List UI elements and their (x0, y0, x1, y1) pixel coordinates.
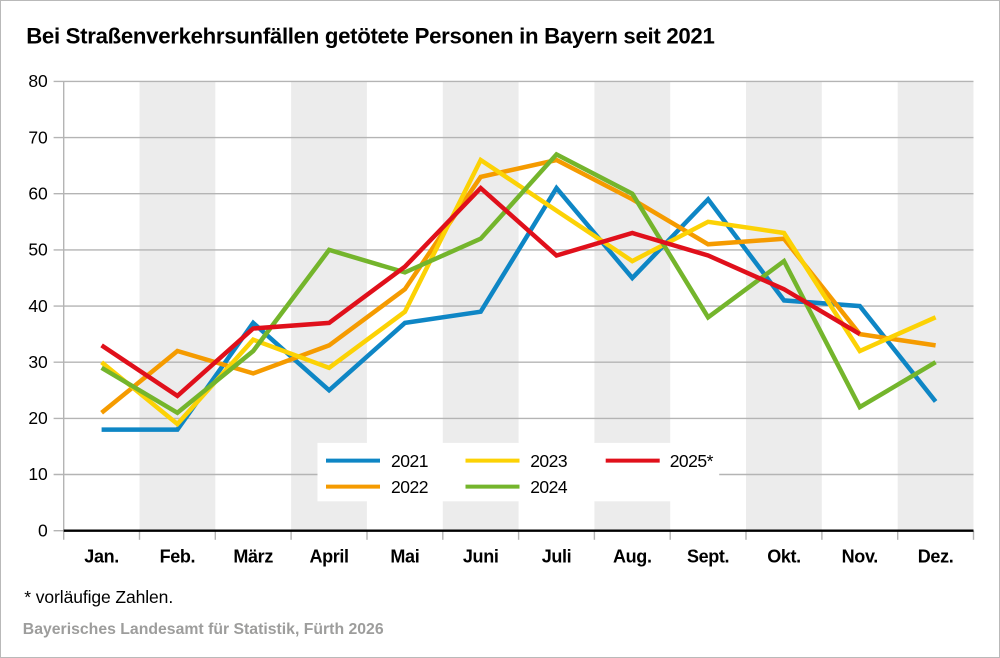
svg-text:Bayerisches Landesamt für Stat: Bayerisches Landesamt für Statistik, Für… (23, 621, 384, 638)
svg-text:Juli: Juli (542, 546, 572, 566)
svg-text:Feb.: Feb. (160, 546, 196, 566)
svg-text:10: 10 (28, 464, 48, 484)
svg-text:80: 80 (28, 71, 48, 91)
svg-text:Aug.: Aug. (613, 546, 652, 566)
svg-text:Nov.: Nov. (842, 546, 878, 566)
svg-text:60: 60 (28, 183, 48, 203)
svg-text:2023: 2023 (530, 451, 567, 471)
svg-text:70: 70 (28, 127, 48, 147)
svg-text:Juni: Juni (463, 546, 499, 566)
svg-text:Dez.: Dez. (918, 546, 954, 566)
svg-text:20: 20 (28, 408, 48, 428)
svg-text:2025*: 2025* (670, 451, 714, 471)
svg-text:Mai: Mai (390, 546, 419, 566)
svg-text:Sept.: Sept. (687, 546, 729, 566)
svg-text:2022: 2022 (391, 477, 428, 497)
svg-text:50: 50 (28, 240, 48, 260)
svg-text:2021: 2021 (391, 451, 428, 471)
svg-text:Okt.: Okt. (767, 546, 801, 566)
svg-text:April: April (309, 546, 348, 566)
svg-text:0: 0 (38, 520, 48, 540)
svg-text:2024: 2024 (530, 477, 568, 497)
svg-text:März: März (233, 546, 273, 566)
svg-text:* vorläufige Zahlen.: * vorläufige Zahlen. (24, 587, 173, 607)
svg-text:Bei Straßenverkehrsunfällen ge: Bei Straßenverkehrsunfällen getötete Per… (26, 24, 714, 49)
svg-text:30: 30 (28, 352, 48, 372)
svg-text:40: 40 (28, 296, 48, 316)
svg-text:Jan.: Jan. (84, 546, 119, 566)
